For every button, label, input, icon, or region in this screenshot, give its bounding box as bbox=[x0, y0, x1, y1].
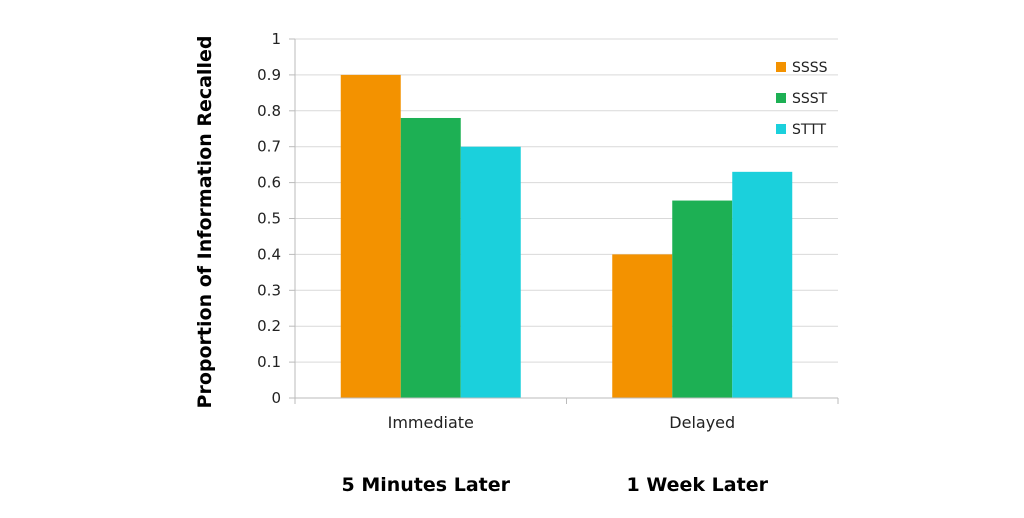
legend-label-ssst: SSST bbox=[792, 91, 828, 107]
y-axis-ticks: 0 0.1 0.2 0.3 0.4 0.5 0.6 0.7 0.8 0.9 1 bbox=[257, 30, 295, 407]
y-tick-label: 0.3 bbox=[257, 281, 281, 299]
bar-ssss-delayed bbox=[612, 254, 673, 398]
y-tick-label: 0.6 bbox=[257, 174, 281, 192]
bar-ssst-delayed bbox=[672, 200, 733, 398]
bars bbox=[340, 74, 793, 399]
y-tick-label: 0.2 bbox=[257, 317, 281, 335]
legend-swatch-ssst bbox=[776, 93, 786, 103]
y-tick-label: 1 bbox=[271, 30, 281, 48]
y-tick-label: 0.4 bbox=[257, 245, 281, 263]
bar-ssst-immediate bbox=[400, 117, 461, 398]
legend-swatch-sttt bbox=[776, 124, 786, 134]
legend-swatch-ssss bbox=[776, 62, 786, 72]
legend-label-ssss: SSSS bbox=[792, 60, 828, 76]
x-category-sublabel: 1 Week Later bbox=[627, 474, 769, 496]
y-tick-label: 0.7 bbox=[257, 138, 281, 156]
x-category-sublabel: 5 Minutes Later bbox=[342, 474, 511, 496]
y-tick-label: 0.5 bbox=[257, 210, 281, 228]
legend-label-sttt: STTT bbox=[792, 122, 826, 138]
x-axis-categories: Immediate 5 Minutes Later Delayed 1 Week La… bbox=[342, 413, 769, 496]
bar-sttt-delayed bbox=[732, 171, 793, 398]
y-tick-label: 0.1 bbox=[257, 353, 281, 371]
bar-sttt-immediate bbox=[460, 146, 521, 398]
legend: SSSS SSST STTT bbox=[776, 60, 828, 138]
bar-ssss-immediate bbox=[340, 74, 401, 399]
x-category-label: Delayed bbox=[669, 413, 735, 432]
y-tick-label: 0 bbox=[271, 389, 281, 407]
y-tick-label: 0.8 bbox=[257, 102, 281, 120]
x-axis-tick-marks bbox=[294, 398, 839, 404]
x-category-label: Immediate bbox=[388, 413, 474, 432]
y-axis-label: Proportion of Information Recalled bbox=[194, 36, 216, 409]
y-tick-label: 0.9 bbox=[257, 66, 281, 84]
